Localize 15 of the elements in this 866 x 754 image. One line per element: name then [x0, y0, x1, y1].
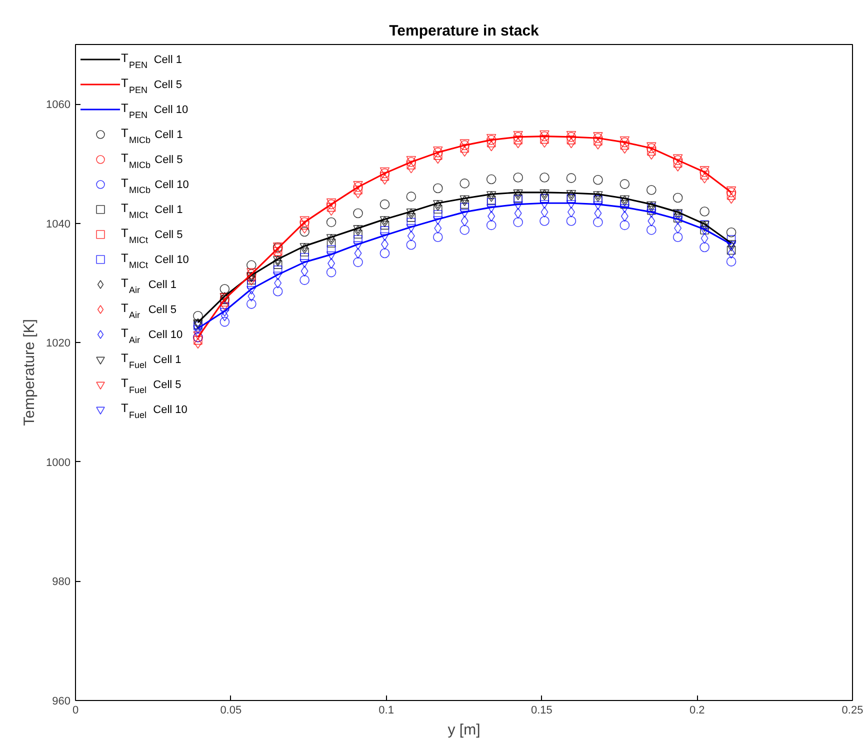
y-tick-label: 960	[52, 696, 71, 708]
y-tick-label: 1060	[46, 99, 71, 112]
y-tick-label: 1040	[46, 218, 71, 230]
chart-title: Temperature in stack	[389, 22, 540, 40]
x-axis-title: y [m]	[448, 722, 480, 738]
y-tick-label: 1020	[46, 338, 71, 350]
y-tick-label: 1000	[46, 456, 71, 469]
y-tick-label: 980	[52, 576, 71, 588]
y-axis-title: Temperature [K]	[21, 319, 38, 426]
x-tick-label: 0.1	[378, 704, 394, 716]
x-tick-label: 0.2	[689, 704, 705, 716]
x-tick-label: 0.05	[220, 704, 242, 716]
x-tick-label: 0.25	[842, 704, 864, 716]
x-tick-label: 0	[72, 704, 79, 716]
x-tick-label: 0.15	[530, 704, 552, 716]
